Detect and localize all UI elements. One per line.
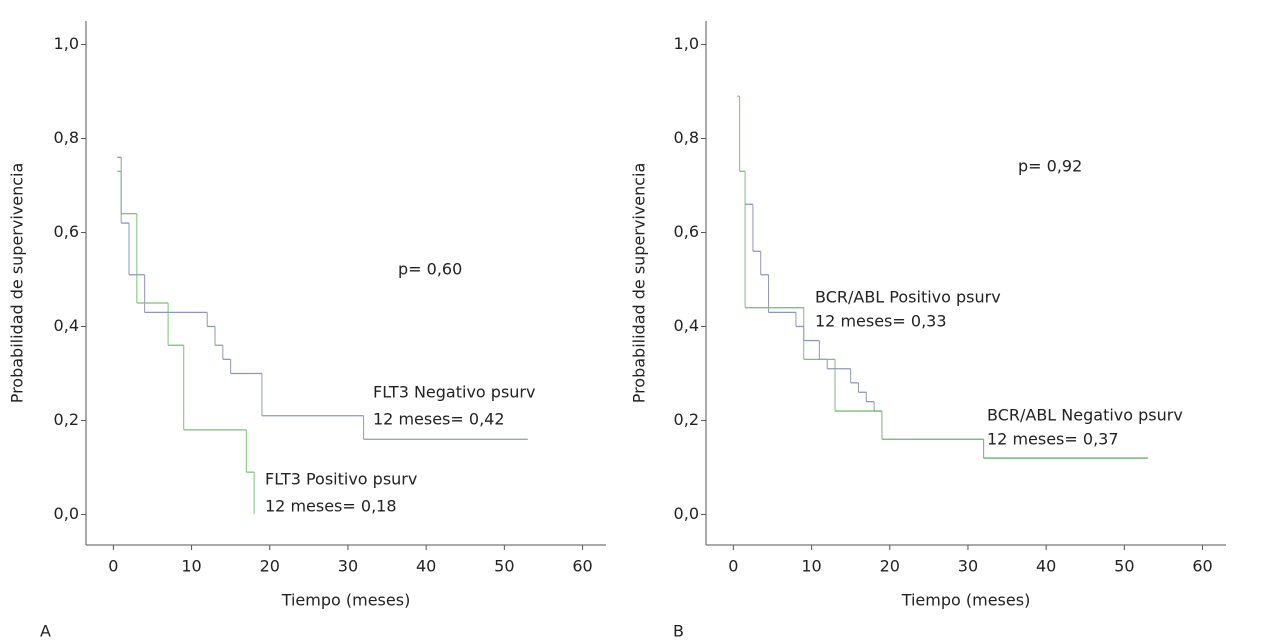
annotation: BCR/ABL Negativo psurv [987,406,1183,425]
y-tick-label: 1,0 [54,34,79,53]
x-tick-label: 50 [494,557,514,576]
x-tick-label: 20 [260,557,280,576]
annotation: 12 meses= 0,37 [987,430,1119,449]
y-tick-label: 0,6 [54,222,79,241]
x-tick-label: 60 [572,557,592,576]
annotation: 12 meses= 0,18 [265,497,397,516]
x-tick-label: 10 [181,557,201,576]
x-axis-title: Tiempo (meses) [281,591,411,610]
panel-label: A [40,622,51,641]
y-tick-label: 0,4 [54,316,79,335]
x-tick-label: 10 [801,557,821,576]
annotation: p= 0,60 [398,260,462,279]
y-tick-label: 0,2 [54,410,79,429]
annotation: 12 meses= 0,33 [815,312,947,331]
y-tick-label: 0,4 [674,316,699,335]
y-tick-label: 0,2 [674,410,699,429]
annotation: 12 meses= 0,42 [373,410,505,429]
x-tick-label: 20 [880,557,900,576]
y-axis-title: Probabilidad de supervivencia [8,163,27,404]
y-tick-label: 0,0 [674,504,699,523]
y-tick-label: 1,0 [674,34,699,53]
annotation: FLT3 Positivo psurv [265,470,417,489]
x-tick-label: 30 [338,557,358,576]
x-tick-label: 40 [416,557,436,576]
x-tick-label: 0 [728,557,738,576]
y-tick-label: 0,8 [674,128,699,147]
x-tick-label: 40 [1036,557,1056,576]
panel-label: B [673,622,684,641]
x-tick-label: 60 [1192,557,1212,576]
y-tick-label: 0,0 [54,504,79,523]
x-tick-label: 30 [958,557,978,576]
y-tick-label: 0,6 [674,222,699,241]
x-tick-label: 0 [108,557,118,576]
x-tick-label: 50 [1114,557,1134,576]
annotation: BCR/ABL Positivo psurv [815,288,1001,307]
y-tick-label: 0,8 [54,128,79,147]
y-axis-title: Probabilidad de supervivencia [630,163,649,404]
annotation: FLT3 Negativo psurv [373,383,535,402]
x-axis-title: Tiempo (meses) [901,591,1031,610]
annotation: p= 0,92 [1018,157,1082,176]
